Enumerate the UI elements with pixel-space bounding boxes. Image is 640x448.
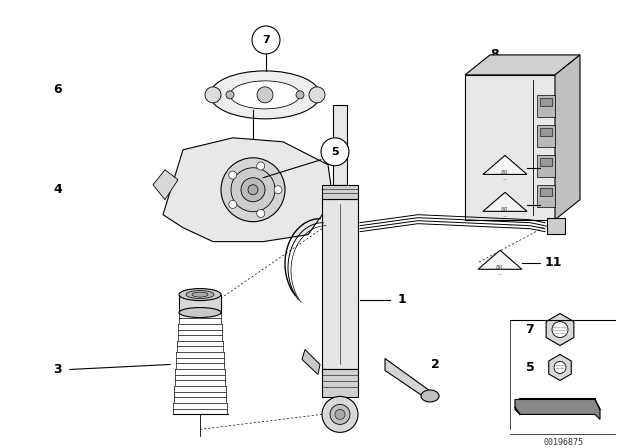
Bar: [540, 158, 552, 166]
Ellipse shape: [230, 81, 300, 109]
Text: 6: 6: [54, 83, 62, 96]
Polygon shape: [163, 138, 333, 241]
Bar: [537, 155, 555, 177]
Circle shape: [322, 396, 358, 432]
Bar: [322, 199, 358, 370]
Polygon shape: [465, 55, 580, 75]
Text: —: —: [503, 215, 507, 219]
Circle shape: [554, 362, 566, 374]
Text: 9: 9: [545, 161, 554, 174]
Text: —: —: [503, 178, 507, 182]
Circle shape: [321, 138, 349, 166]
Polygon shape: [302, 349, 320, 375]
Bar: [540, 128, 552, 136]
Circle shape: [335, 409, 345, 419]
Circle shape: [252, 26, 280, 54]
Ellipse shape: [210, 71, 320, 119]
Circle shape: [257, 210, 265, 217]
Circle shape: [248, 185, 258, 195]
Circle shape: [274, 186, 282, 194]
Bar: [537, 185, 555, 207]
Polygon shape: [548, 354, 572, 380]
Polygon shape: [483, 155, 527, 174]
Text: 5: 5: [525, 361, 534, 374]
Polygon shape: [153, 170, 178, 200]
Circle shape: [330, 405, 350, 424]
Bar: [540, 98, 552, 106]
Bar: [540, 188, 552, 196]
Text: —: —: [498, 272, 502, 276]
Circle shape: [241, 178, 265, 202]
Polygon shape: [555, 55, 580, 220]
Ellipse shape: [186, 291, 214, 298]
Text: 7: 7: [525, 323, 534, 336]
Ellipse shape: [179, 289, 221, 301]
Polygon shape: [478, 250, 522, 269]
Text: 4: 4: [54, 183, 62, 196]
Bar: [547, 218, 565, 234]
Text: 00196875: 00196875: [543, 438, 583, 447]
Circle shape: [221, 158, 285, 222]
Bar: [322, 370, 358, 397]
Circle shape: [296, 91, 304, 99]
Circle shape: [228, 200, 237, 208]
Circle shape: [257, 162, 265, 170]
Circle shape: [309, 87, 325, 103]
Polygon shape: [546, 314, 574, 345]
Text: BR: BR: [501, 170, 509, 175]
Text: 8: 8: [491, 48, 499, 61]
Circle shape: [205, 87, 221, 103]
Ellipse shape: [179, 308, 221, 318]
Text: 3: 3: [54, 363, 62, 376]
Circle shape: [228, 171, 237, 179]
Text: 2: 2: [431, 358, 440, 371]
Bar: [537, 95, 555, 117]
Bar: [537, 125, 555, 147]
Circle shape: [226, 91, 234, 99]
Ellipse shape: [192, 292, 208, 297]
Bar: [322, 185, 358, 199]
Text: 11: 11: [545, 256, 563, 269]
Bar: [465, 75, 555, 220]
Bar: [179, 295, 221, 313]
Text: 7: 7: [262, 35, 270, 45]
Ellipse shape: [421, 390, 439, 402]
Polygon shape: [483, 192, 527, 211]
Text: BR: BR: [501, 207, 509, 212]
Polygon shape: [515, 400, 600, 419]
Text: 1: 1: [398, 293, 407, 306]
Circle shape: [552, 322, 568, 337]
Bar: [333, 105, 347, 185]
Circle shape: [231, 168, 275, 212]
Text: 10: 10: [545, 198, 563, 211]
Text: BR: BR: [496, 265, 504, 270]
Circle shape: [257, 87, 273, 103]
Polygon shape: [385, 358, 430, 401]
Text: 5: 5: [331, 147, 339, 157]
